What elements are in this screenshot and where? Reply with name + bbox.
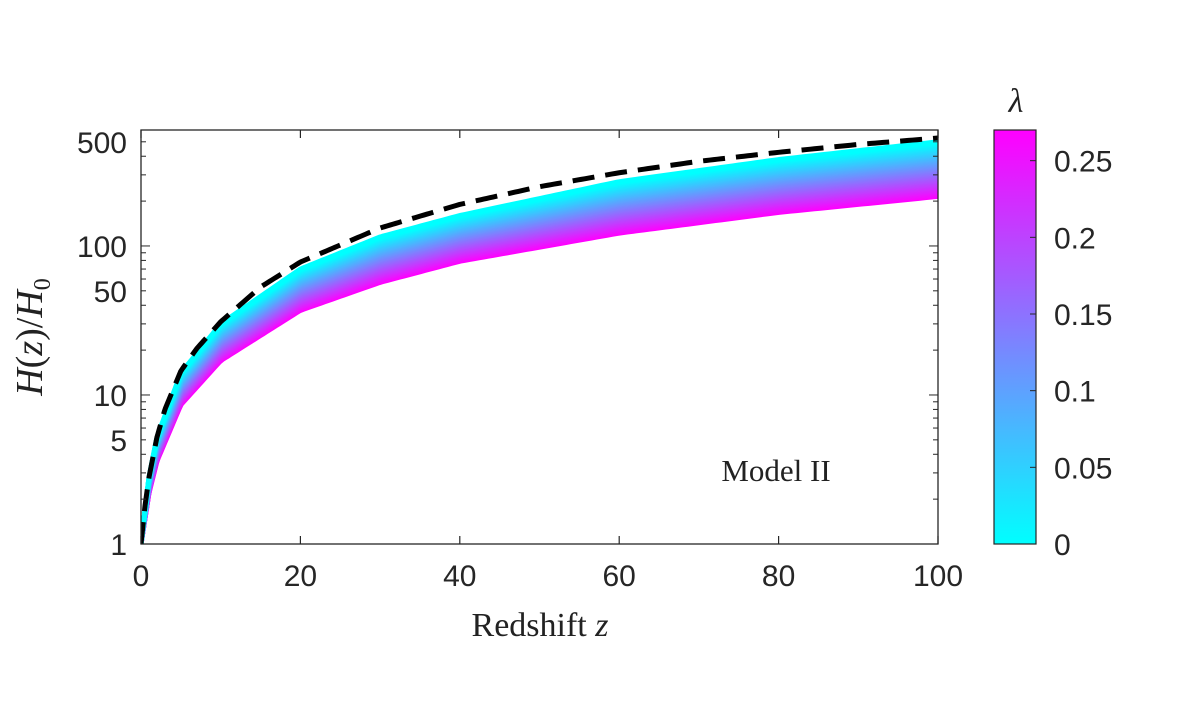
x-tick-label: 20	[284, 560, 317, 593]
y-axis-label: H(z)/H0	[9, 278, 56, 397]
reference-dashed-curve	[141, 135, 938, 544]
colorbar-tick-label: 0.05	[1054, 452, 1112, 485]
x-tick-label: 100	[913, 560, 963, 593]
colorbar-ticks: 0 0.05 0.1 0.15 0.2 0.25	[1030, 146, 1112, 562]
colorbar-tick-label: 0.1	[1054, 376, 1096, 409]
y-tick-label: 5	[110, 425, 127, 458]
y-tick-label: 50	[94, 276, 127, 309]
lambda-band	[141, 139, 938, 544]
y-tick-label: 10	[94, 380, 127, 413]
model-annotation: Model II	[721, 453, 830, 488]
colorbar	[993, 129, 1037, 545]
colorbar-tick-label: 0.25	[1054, 146, 1112, 179]
y-tick-label: 100	[77, 231, 127, 264]
x-tick-label: 80	[762, 560, 795, 593]
x-axis-label: Redshift z	[472, 607, 609, 644]
x-tick-label: 40	[443, 560, 476, 593]
colorbar-tick-label: 0.15	[1054, 299, 1112, 332]
plot-frame	[140, 129, 939, 545]
colorbar-tick-label: 0	[1054, 529, 1071, 562]
x-tick-label: 60	[603, 560, 636, 593]
y-tick-label: 500	[77, 127, 127, 160]
colorbar-label: λ	[1008, 83, 1024, 120]
colorbar-tick-label: 0.2	[1054, 222, 1096, 255]
x-axis-ticks: 0 20 40 60 80 100	[133, 130, 963, 593]
y-tick-label: 1	[110, 529, 127, 562]
y-axis-ticks: 1 5 10 50 100 500	[77, 127, 938, 562]
x-tick-label: 0	[133, 560, 150, 593]
